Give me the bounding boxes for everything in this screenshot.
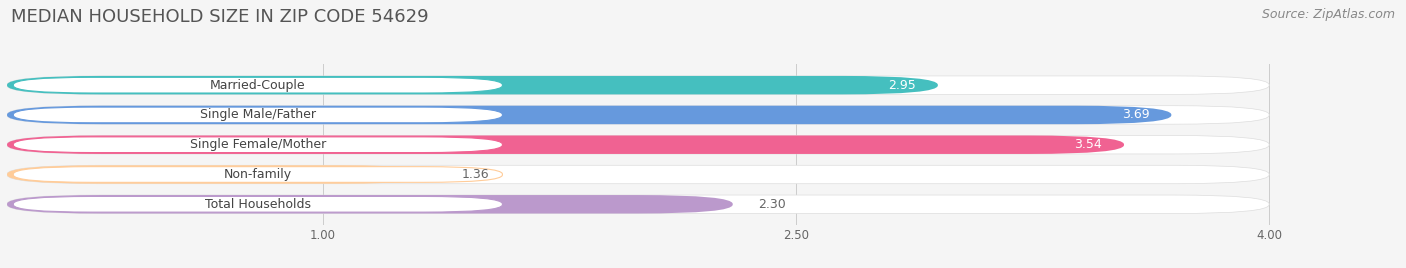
FancyBboxPatch shape [7,106,1270,124]
FancyBboxPatch shape [13,196,502,212]
Text: Source: ZipAtlas.com: Source: ZipAtlas.com [1261,8,1395,21]
Text: 3.69: 3.69 [1122,109,1149,121]
Text: 3.54: 3.54 [1074,138,1102,151]
FancyBboxPatch shape [13,77,502,93]
FancyBboxPatch shape [7,76,938,94]
Text: Married-Couple: Married-Couple [209,79,305,92]
Text: 2.95: 2.95 [889,79,915,92]
Text: Single Female/Mother: Single Female/Mother [190,138,326,151]
Text: Single Male/Father: Single Male/Father [200,109,316,121]
FancyBboxPatch shape [7,106,1171,124]
Text: 2.30: 2.30 [758,198,786,211]
Text: Total Households: Total Households [205,198,311,211]
FancyBboxPatch shape [7,165,436,184]
FancyBboxPatch shape [7,195,733,214]
FancyBboxPatch shape [7,136,1123,154]
FancyBboxPatch shape [7,195,1270,214]
FancyBboxPatch shape [7,165,1270,184]
FancyBboxPatch shape [13,137,502,152]
FancyBboxPatch shape [13,167,502,182]
Text: 1.36: 1.36 [461,168,489,181]
Text: MEDIAN HOUSEHOLD SIZE IN ZIP CODE 54629: MEDIAN HOUSEHOLD SIZE IN ZIP CODE 54629 [11,8,429,26]
Text: Non-family: Non-family [224,168,292,181]
FancyBboxPatch shape [7,76,1270,94]
FancyBboxPatch shape [13,107,502,123]
FancyBboxPatch shape [7,136,1270,154]
